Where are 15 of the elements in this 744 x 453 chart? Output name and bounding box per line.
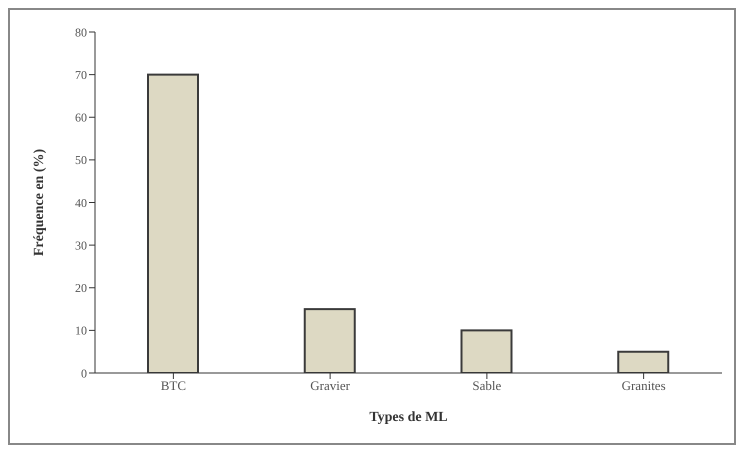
y-tick-label: 0 xyxy=(81,366,87,380)
y-tick-label: 40 xyxy=(75,196,87,210)
y-tick-label: 20 xyxy=(75,281,87,296)
x-tick-label: BTC xyxy=(160,378,186,394)
y-tick-label: 70 xyxy=(75,68,87,82)
y-tick-label: 50 xyxy=(75,153,87,168)
x-tick-label: Granites xyxy=(622,378,666,394)
y-axis-title: Fréquence en (%) xyxy=(32,148,47,256)
x-tick-label: Gravier xyxy=(310,378,351,394)
y-tick-label: 80 xyxy=(75,25,87,40)
x-tick-label: Sable xyxy=(472,378,502,394)
y-tick-label: 30 xyxy=(75,238,87,252)
y-tick-label: 60 xyxy=(75,110,87,125)
y-tick-label: 10 xyxy=(75,324,87,338)
x-axis-title: Types de ML xyxy=(369,410,448,425)
